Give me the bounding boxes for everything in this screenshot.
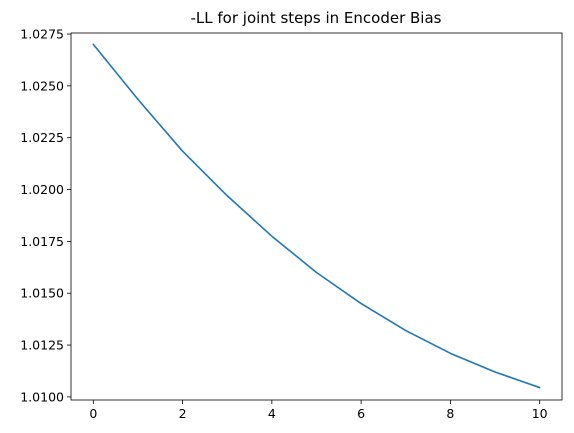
y-tick-label: 1.0250	[20, 78, 64, 93]
y-tick-label: 1.0125	[20, 338, 64, 353]
y-axis: 1.0100 1.0125 1.0150 1.0175 1.0200 1.0225 1.02…	[20, 27, 71, 404]
x-tick-label: 8	[446, 406, 454, 421]
y-tick-label: 1.0200	[20, 182, 64, 197]
x-tick-label: 4	[268, 406, 276, 421]
axes-frame	[70, 32, 563, 401]
y-tick-label: 1.0150	[20, 286, 64, 301]
y-tick-label: 1.0275	[20, 27, 64, 42]
series-layer	[92, 43, 541, 389]
x-tick-label: 2	[179, 406, 187, 421]
y-tick-label: 1.0100	[20, 389, 64, 404]
chart-title: -LL for joint steps in Encoder Bias	[191, 9, 442, 27]
y-tick-label: 1.0175	[20, 234, 64, 249]
x-tick-label: 10	[532, 406, 548, 421]
y-tick-label: 1.0225	[20, 130, 64, 145]
x-tick-label: 0	[89, 406, 97, 421]
x-tick-label: 6	[357, 406, 365, 421]
x-axis: 0 2 4 6 8 10	[89, 400, 548, 421]
